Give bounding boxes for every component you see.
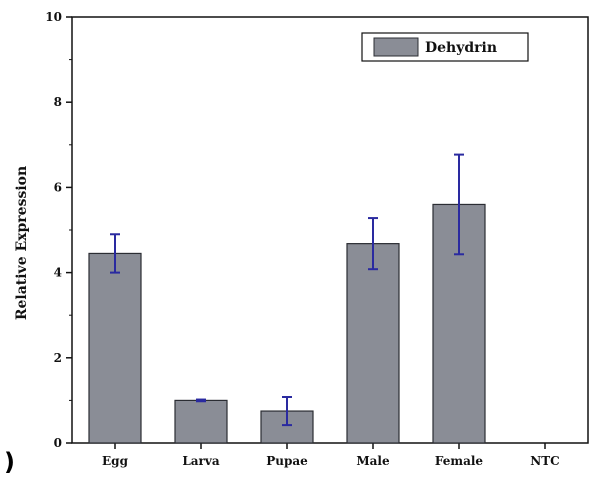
error-bar-larva [196,398,206,403]
bars [88,203,486,444]
plot-area: 0 2 4 6 8 10 Egg Larva Pupae Male Female NTC [45,10,589,468]
bar-larva [174,399,228,444]
x-tick-label: Female [435,454,484,468]
y-tick-label: 2 [54,351,62,365]
bar-male [346,243,400,444]
x-tick-label: Pupae [266,454,308,468]
error-bar-egg [110,233,120,274]
y-tick-label: 4 [54,266,62,280]
error-bar-female [454,153,464,256]
legend-label: Dehydrin [425,40,497,56]
y-axis: 0 2 4 6 8 10 [45,10,72,450]
y-tick-label: 10 [45,10,62,24]
bar-egg [88,252,142,444]
y-axis-title: Relative Expression [14,166,30,320]
panel-label: ) [4,448,15,476]
plot-frame [71,16,589,444]
error-bar-male [368,217,378,271]
x-axis: Egg Larva Pupae Male Female NTC [102,443,560,468]
legend-swatch [373,37,419,57]
x-tick-label: Larva [182,454,220,468]
x-tick-label: Male [356,454,390,468]
error-bar-pupae [282,395,292,427]
error-bars [110,153,464,427]
y-tick-label: 8 [54,95,62,109]
x-tick-label: Egg [102,454,129,468]
legend: Dehydrin [361,32,529,62]
y-tick-label: 6 [54,180,62,194]
x-tick-label: NTC [530,454,559,468]
y-tick-label: 0 [54,436,62,450]
